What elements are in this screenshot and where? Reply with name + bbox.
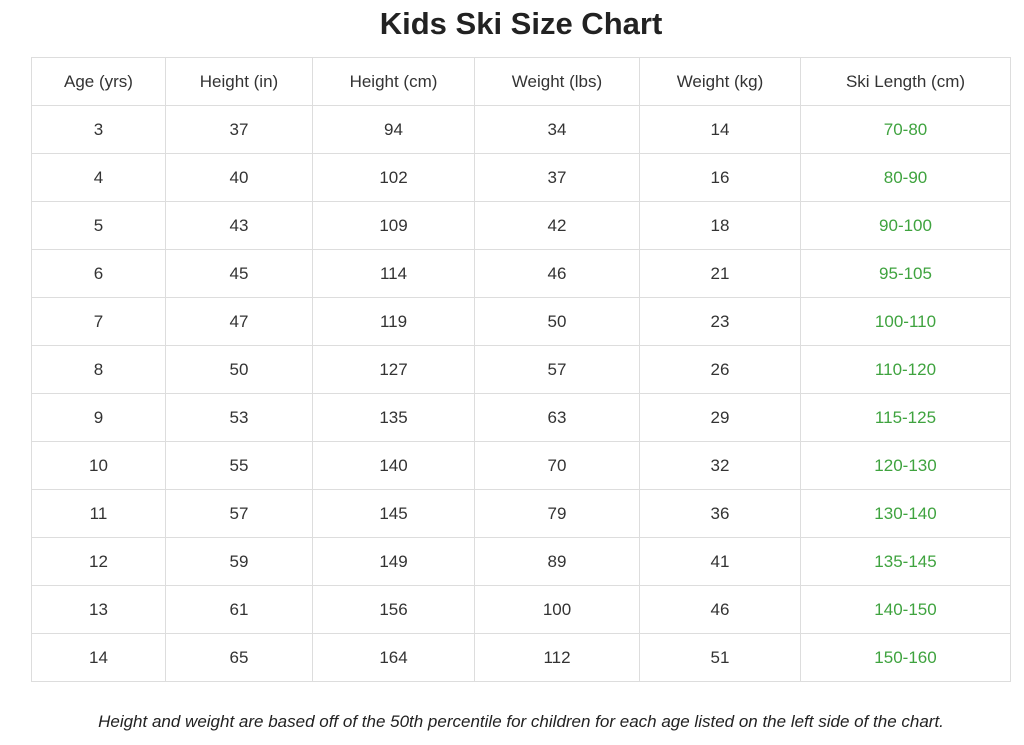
ski-length-cell: 90-100 bbox=[800, 201, 1011, 250]
table-row: 4 40 102 37 16 80-90 bbox=[31, 153, 1011, 202]
ski-length-cell: 70-80 bbox=[800, 105, 1011, 154]
height-cm-cell: 145 bbox=[312, 489, 475, 538]
ski-length-cell: 135-145 bbox=[800, 537, 1011, 586]
header-row: Age (yrs) Height (in) Height (cm) Weight… bbox=[31, 57, 1011, 106]
height-cm-cell: 109 bbox=[312, 201, 475, 250]
weight-kg-cell: 46 bbox=[639, 585, 801, 634]
height-in-cell: 59 bbox=[165, 537, 313, 586]
weight-kg-cell: 18 bbox=[639, 201, 801, 250]
weight-lbs-cell: 79 bbox=[474, 489, 640, 538]
table-row: 13 61 156 100 46 140-150 bbox=[31, 585, 1011, 634]
weight-lbs-cell: 42 bbox=[474, 201, 640, 250]
height-cm-cell: 94 bbox=[312, 105, 475, 154]
height-in-cell: 57 bbox=[165, 489, 313, 538]
weight-kg-cell: 26 bbox=[639, 345, 801, 394]
footnote: Height and weight are based off of the 5… bbox=[98, 712, 944, 731]
age-cell: 12 bbox=[31, 537, 166, 586]
height-in-cell: 61 bbox=[165, 585, 313, 634]
table-row: 11 57 145 79 36 130-140 bbox=[31, 489, 1011, 538]
ski-length-cell: 130-140 bbox=[800, 489, 1011, 538]
ski-length-cell: 110-120 bbox=[800, 345, 1011, 394]
height-cm-cell: 102 bbox=[312, 153, 475, 202]
height-cm-cell: 156 bbox=[312, 585, 475, 634]
weight-lbs-cell: 63 bbox=[474, 393, 640, 442]
weight-kg-cell: 36 bbox=[639, 489, 801, 538]
weight-kg-cell: 41 bbox=[639, 537, 801, 586]
weight-kg-cell: 21 bbox=[639, 249, 801, 298]
column-header-weight-lbs: Weight (lbs) bbox=[474, 57, 640, 106]
height-in-cell: 43 bbox=[165, 201, 313, 250]
page-title: Kids Ski Size Chart bbox=[379, 6, 663, 41]
height-in-cell: 37 bbox=[165, 105, 313, 154]
height-in-cell: 47 bbox=[165, 297, 313, 346]
height-cm-cell: 164 bbox=[312, 633, 475, 682]
weight-kg-cell: 14 bbox=[639, 105, 801, 154]
weight-kg-cell: 32 bbox=[639, 441, 801, 490]
column-header-ski-length: Ski Length (cm) bbox=[800, 57, 1011, 106]
height-in-cell: 50 bbox=[165, 345, 313, 394]
age-cell: 10 bbox=[31, 441, 166, 490]
age-cell: 7 bbox=[31, 297, 166, 346]
weight-kg-cell: 16 bbox=[639, 153, 801, 202]
height-in-cell: 53 bbox=[165, 393, 313, 442]
table-row: 8 50 127 57 26 110-120 bbox=[31, 345, 1011, 394]
height-cm-cell: 135 bbox=[312, 393, 475, 442]
weight-lbs-cell: 57 bbox=[474, 345, 640, 394]
ski-length-cell: 140-150 bbox=[800, 585, 1011, 634]
height-in-cell: 45 bbox=[165, 249, 313, 298]
age-cell: 4 bbox=[31, 153, 166, 202]
weight-kg-cell: 51 bbox=[639, 633, 801, 682]
table-row: 9 53 135 63 29 115-125 bbox=[31, 393, 1011, 442]
height-in-cell: 40 bbox=[165, 153, 313, 202]
column-header-age: Age (yrs) bbox=[31, 57, 166, 106]
weight-lbs-cell: 34 bbox=[474, 105, 640, 154]
ski-length-cell: 100-110 bbox=[800, 297, 1011, 346]
height-cm-cell: 140 bbox=[312, 441, 475, 490]
table-row: 5 43 109 42 18 90-100 bbox=[31, 201, 1011, 250]
height-cm-cell: 149 bbox=[312, 537, 475, 586]
size-chart-table: Age (yrs) Height (in) Height (cm) Weight… bbox=[31, 57, 1011, 682]
weight-lbs-cell: 46 bbox=[474, 249, 640, 298]
age-cell: 9 bbox=[31, 393, 166, 442]
table-row: 7 47 119 50 23 100-110 bbox=[31, 297, 1011, 346]
table-body: 3 37 94 34 14 70-80 4 40 102 37 16 80-90 5 43 109 42 18 9… bbox=[31, 105, 1011, 682]
table-row: 12 59 149 89 41 135-145 bbox=[31, 537, 1011, 586]
weight-lbs-cell: 100 bbox=[474, 585, 640, 634]
age-cell: 14 bbox=[31, 633, 166, 682]
weight-kg-cell: 23 bbox=[639, 297, 801, 346]
table-row: 3 37 94 34 14 70-80 bbox=[31, 105, 1011, 154]
age-cell: 3 bbox=[31, 105, 166, 154]
age-cell: 5 bbox=[31, 201, 166, 250]
ski-length-cell: 95-105 bbox=[800, 249, 1011, 298]
column-header-height-cm: Height (cm) bbox=[312, 57, 475, 106]
table-row: 6 45 114 46 21 95-105 bbox=[31, 249, 1011, 298]
ski-length-cell: 120-130 bbox=[800, 441, 1011, 490]
weight-lbs-cell: 112 bbox=[474, 633, 640, 682]
weight-lbs-cell: 89 bbox=[474, 537, 640, 586]
weight-lbs-cell: 50 bbox=[474, 297, 640, 346]
height-in-cell: 55 bbox=[165, 441, 313, 490]
weight-lbs-cell: 70 bbox=[474, 441, 640, 490]
height-cm-cell: 127 bbox=[312, 345, 475, 394]
weight-kg-cell: 29 bbox=[639, 393, 801, 442]
weight-lbs-cell: 37 bbox=[474, 153, 640, 202]
height-in-cell: 65 bbox=[165, 633, 313, 682]
column-header-weight-kg: Weight (kg) bbox=[639, 57, 801, 106]
ski-length-cell: 150-160 bbox=[800, 633, 1011, 682]
height-cm-cell: 114 bbox=[312, 249, 475, 298]
ski-length-cell: 115-125 bbox=[800, 393, 1011, 442]
column-header-height-in: Height (in) bbox=[165, 57, 313, 106]
age-cell: 6 bbox=[31, 249, 166, 298]
ski-length-cell: 80-90 bbox=[800, 153, 1011, 202]
height-cm-cell: 119 bbox=[312, 297, 475, 346]
table-row: 10 55 140 70 32 120-130 bbox=[31, 441, 1011, 490]
age-cell: 8 bbox=[31, 345, 166, 394]
age-cell: 13 bbox=[31, 585, 166, 634]
table-row: 14 65 164 112 51 150-160 bbox=[31, 633, 1011, 682]
age-cell: 11 bbox=[31, 489, 166, 538]
